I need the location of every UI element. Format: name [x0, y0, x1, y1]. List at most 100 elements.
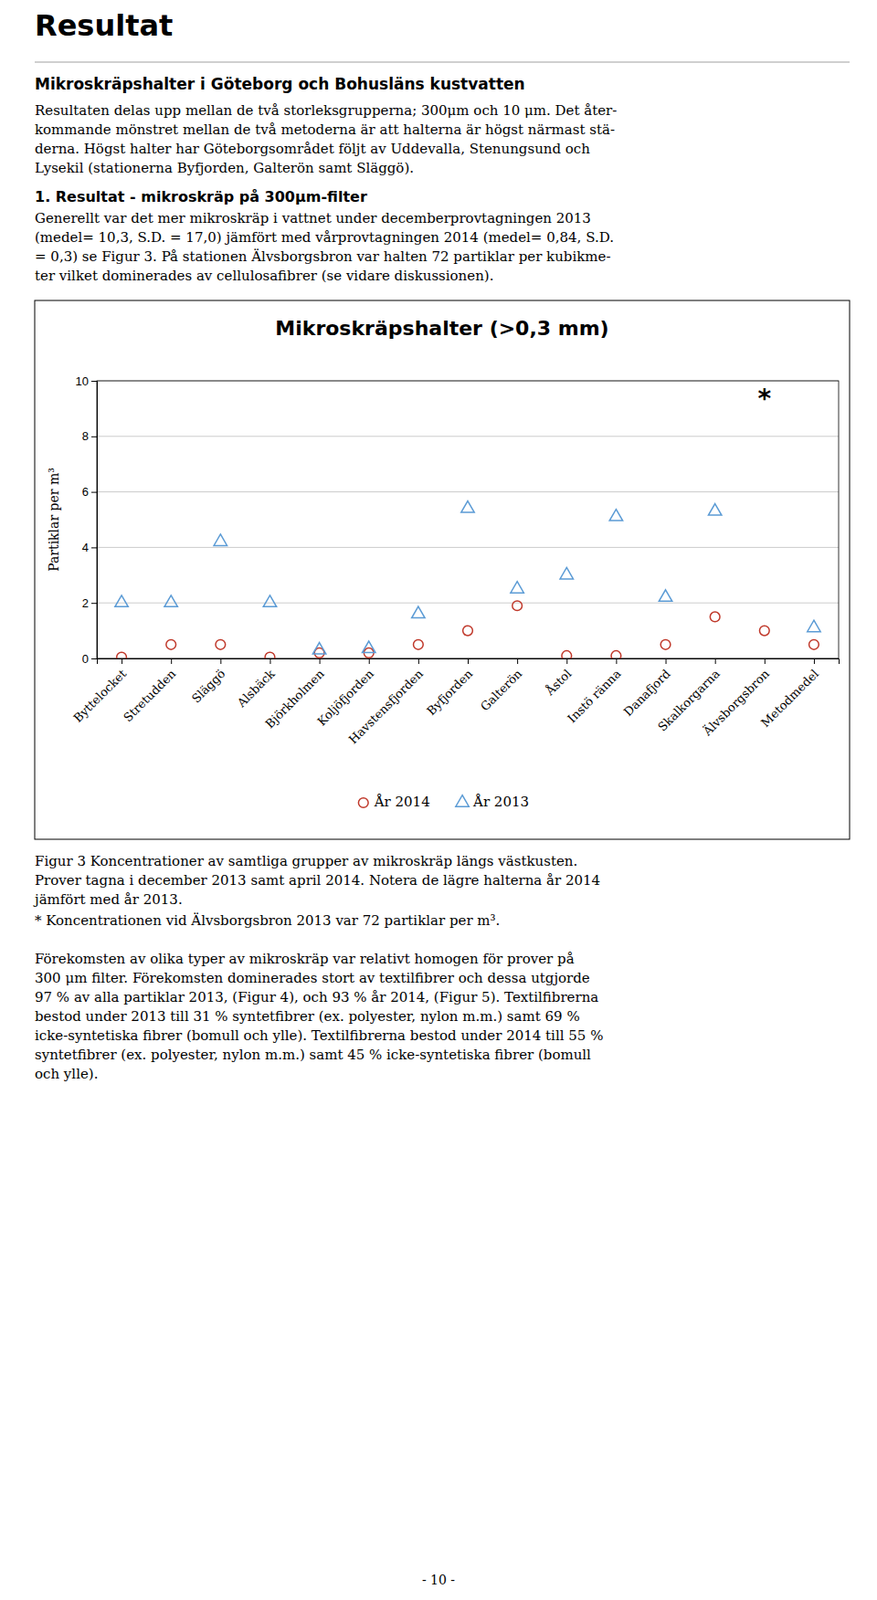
y-tick: 10: [75, 374, 97, 389]
x-tick-label: Älvsborgsbron: [698, 665, 772, 740]
y-tick-label: 4: [82, 540, 89, 555]
point: [709, 612, 720, 623]
page-number: - 10 -: [422, 1573, 455, 1588]
paragraph-line: syntetfibrer (ex. polyester, nylon m.m.)…: [34, 1046, 592, 1064]
point: [413, 639, 424, 650]
point: [312, 643, 326, 655]
y-tick-mark: [91, 436, 97, 438]
y-tick-mark: [91, 602, 97, 604]
x-tick-label: Byfjorden: [423, 666, 476, 719]
point: [461, 501, 475, 513]
legend-label: År 2014: [373, 793, 431, 811]
point: [660, 639, 671, 650]
x-tick-label: Alsbäck: [233, 666, 278, 711]
y-tick-mark: [91, 547, 97, 549]
x-tick-mark: [665, 658, 667, 665]
point: [512, 601, 523, 612]
paragraph-line: = 0,3) se Figur 3. På stationen Älvsborg…: [34, 248, 611, 265]
point: [166, 639, 177, 650]
x-tick: Instö ränna: [564, 658, 624, 726]
x-tick-mark: [269, 658, 271, 665]
y-tick-mark: [91, 492, 97, 494]
page-title: Resultat: [34, 8, 173, 43]
paragraph-line: och ylle).: [34, 1066, 98, 1083]
x-tick: Byfjorden: [423, 658, 476, 719]
x-tick-label: Åstol: [542, 666, 575, 699]
legend-item: År 2013: [455, 793, 529, 811]
paragraph-line: icke-syntetiska fibrer (bomull och ylle)…: [34, 1027, 603, 1045]
x-tick-mark: [615, 658, 617, 665]
grid-line: [96, 547, 839, 549]
point: [412, 606, 425, 618]
point: [611, 651, 622, 659]
y-tick-label: 10: [75, 374, 89, 389]
legend-symbol: [455, 795, 469, 807]
paragraph-line: Generellt var det mer mikroskräp i vattn…: [34, 210, 592, 227]
x-tick-label: Stretudden: [120, 666, 180, 726]
x-tick-label: Byttelocket: [71, 666, 130, 726]
x-tick-mark: [715, 658, 717, 665]
x-tick-mark: [220, 658, 222, 665]
y-tick-mark: [91, 380, 97, 382]
paragraph-line: 97 % av alla partiklar 2013, (Figur 4), …: [34, 989, 599, 1006]
section-heading: 1. Resultat - mikroskräp på 300μm-filter: [34, 188, 368, 206]
point: [809, 639, 820, 650]
x-tick-mark: [319, 658, 321, 665]
paragraph-line: Förekomsten av olika typer av mikroskräp…: [34, 950, 575, 968]
y-tick-label: 6: [82, 485, 89, 499]
y-tick: 6: [82, 485, 97, 499]
x-tick-label: Instö ränna: [564, 666, 624, 726]
x-axis: ByttelocketStretuddenSläggöAlsbäckBjörkh…: [71, 658, 840, 747]
point: [707, 504, 721, 516]
page: ResultatMikroskräpshalter i Göteborg och…: [0, 0, 877, 1600]
point: [362, 641, 376, 653]
x-tick: Älvsborgsbron: [698, 658, 772, 740]
x-tick: Galterön: [477, 658, 526, 714]
x-tick-mark: [369, 658, 370, 665]
x-tick-mark: [418, 658, 420, 665]
y-tick-mark: [91, 658, 97, 660]
point: [807, 620, 821, 632]
grid-line: [96, 435, 839, 437]
title-rule: [34, 62, 850, 64]
point: [164, 595, 178, 607]
point: [510, 581, 524, 593]
annotation: *: [757, 383, 772, 414]
paragraph-line: 300 μm filter. Förekomsten dominerades s…: [34, 970, 591, 987]
point: [264, 652, 275, 659]
paragraph-line: Resultaten delas upp mellan de två storl…: [34, 102, 617, 119]
legend-label: År 2013: [472, 793, 529, 811]
y-tick-label: 8: [82, 429, 89, 444]
x-tick-label: Havstensfjorden: [346, 666, 427, 748]
point: [560, 567, 573, 579]
x-tick-label: Galterön: [477, 666, 526, 715]
x-tick-label: Metodmedel: [758, 666, 822, 730]
caption-line: jämfört med år 2013.: [32, 891, 183, 909]
point: [658, 590, 672, 602]
caption-line: Prover tagna i december 2013 samt april …: [34, 872, 601, 889]
paragraph-line: bestod under 2013 till 31 % syntetfibrer…: [34, 1008, 581, 1025]
point: [115, 595, 128, 607]
x-tick: Havstensfjorden: [346, 658, 427, 747]
y-tick: 2: [82, 596, 97, 611]
y-tick-label: 0: [82, 652, 89, 666]
point: [215, 639, 226, 650]
x-tick: Stretudden: [120, 658, 180, 725]
series: [115, 501, 821, 656]
paragraph-line: Lysekil (stationerna Byfjorden, Galterön…: [34, 159, 414, 177]
x-axis-line: [97, 659, 840, 666]
point: [463, 625, 474, 636]
paragraph-line: kommande mönstret mellan de två metodern…: [34, 121, 615, 138]
chart-title: Mikroskräpshalter (>0,3 mm): [274, 316, 609, 340]
paragraph-line: derna. Högst halter har Göteborgsområdet…: [34, 140, 591, 158]
x-tick: Danafjord: [621, 658, 674, 719]
point: [263, 595, 276, 607]
chart-box: [34, 300, 850, 840]
x-tick-label: Danafjord: [621, 666, 674, 719]
point: [561, 651, 572, 659]
legend-symbol: [358, 798, 369, 809]
y-tick-label: 2: [82, 596, 89, 611]
grid-line: [96, 602, 839, 604]
x-tick-mark: [813, 658, 815, 665]
footnote: * Koncentrationen vid Älvsborgsbron 2013…: [34, 912, 500, 930]
